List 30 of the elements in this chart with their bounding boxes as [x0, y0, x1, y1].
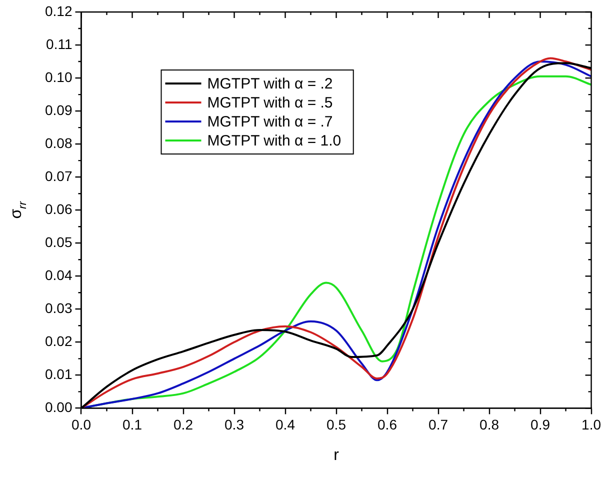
y-tick-label: 0.01	[45, 366, 72, 382]
y-tick-label: 0.10	[45, 68, 72, 85]
y-tick-label: 0.08	[45, 134, 72, 151]
legend-label: MGTPT with α = .7	[207, 114, 333, 131]
y-tick-label: 0.06	[45, 200, 72, 217]
x-tick-label: 0.4	[276, 416, 296, 432]
y-tick-label: 0.02	[45, 333, 72, 350]
y-tick-label: 0.09	[45, 102, 72, 118]
x-tick-label: 0.9	[530, 416, 550, 432]
legend-label: MGTPT with α = 1.0	[207, 132, 342, 150]
y-tick-label: 0.11	[46, 36, 72, 52]
y-tick-label: 0.05	[45, 234, 72, 250]
x-tick-label: 0.7	[428, 416, 448, 432]
y-tick-label: 0.00	[45, 399, 72, 416]
x-tick-label: 0.8	[480, 416, 500, 432]
y-tick-label: 0.12	[45, 2, 72, 19]
x-tick-label: 0.1	[122, 416, 142, 432]
x-tick-label: 0.5	[326, 416, 346, 432]
x-tick-label: 0.3	[224, 416, 244, 432]
y-tick-label: 0.07	[45, 168, 72, 184]
y-tick-label: 0.03	[45, 300, 72, 316]
x-tick-label: 0.6	[378, 416, 398, 432]
legend-label: MGTPT with α = .2	[207, 76, 333, 93]
x-tick-label: 1.0	[582, 416, 602, 432]
y-tick-label: 0.04	[45, 266, 72, 283]
legend-label: MGTPT with α = .5	[207, 94, 333, 112]
x-tick-label: 0.0	[72, 416, 92, 432]
x-axis-title: r	[334, 447, 340, 464]
y-axis-title: σrr	[8, 200, 30, 219]
x-tick-label: 0.2	[174, 416, 194, 432]
